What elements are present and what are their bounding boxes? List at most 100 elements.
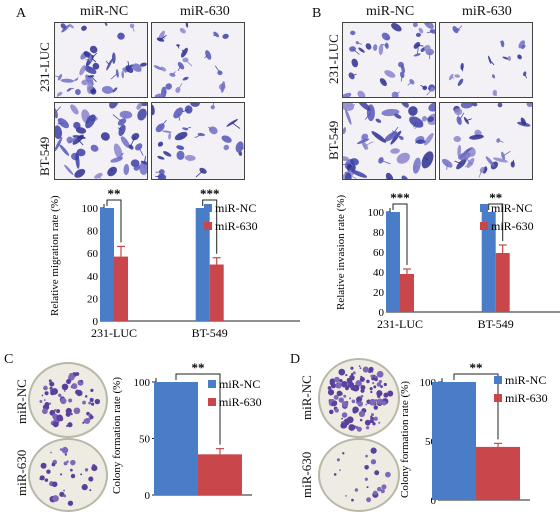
bar-mir-nc: [432, 382, 476, 500]
cell-mark: [413, 41, 421, 49]
colony-mark: [338, 368, 346, 376]
y-tick-label: 20: [87, 293, 99, 305]
cell-mark: [485, 156, 495, 167]
cell-mark: [235, 141, 244, 153]
colony-mark: [39, 400, 43, 403]
cell-process: [416, 48, 419, 55]
x-category-label: 231-LUC: [377, 317, 423, 331]
colony-dish-c-630: [28, 438, 108, 512]
cell-mark: [517, 54, 522, 60]
y-tick-label: 60: [373, 247, 385, 259]
cell-mark: [343, 156, 350, 162]
colony-mark: [41, 394, 44, 397]
colony-mark: [385, 471, 391, 478]
colony-mark: [350, 373, 354, 376]
cell-mark: [343, 127, 347, 134]
cell-process: [77, 139, 84, 146]
colony-mark: [73, 407, 81, 415]
colony-mark: [348, 424, 356, 431]
colony-mark: [352, 406, 359, 413]
cell-process: [87, 54, 97, 63]
colony-mark: [46, 469, 51, 474]
cell-process: [426, 89, 433, 96]
cell-process: [155, 175, 162, 178]
y-tick-label: 80: [87, 226, 99, 238]
cell-mark: [157, 173, 167, 179]
colony-mark: [370, 459, 377, 465]
cell-process: [180, 135, 183, 139]
chart-migration: 0 20 40 60 80 100 Relative migration rate (%) *…: [49, 186, 300, 340]
cell-mark: [457, 144, 462, 157]
legend-label-mir-nc: miR-NC: [215, 201, 256, 215]
cell-process: [90, 76, 97, 83]
chart-colony-c: 0 50 100 Colony formation rate (%) ** miR-NC m…: [111, 360, 262, 502]
cell-mark: [415, 32, 422, 37]
cell-mark: [220, 81, 226, 93]
significance-bracket: [106, 199, 122, 243]
cell-mark: [423, 44, 431, 52]
cell-mark: [60, 78, 74, 83]
colony-mark: [349, 397, 352, 400]
cell-process: [189, 157, 191, 162]
cell-process: [181, 49, 185, 53]
colony-mark: [345, 494, 347, 497]
cell-mark: [109, 103, 119, 109]
cell-process: [351, 73, 357, 77]
cell-mark: [357, 103, 371, 111]
colony-mark: [376, 382, 382, 387]
cell-process: [451, 76, 455, 79]
colony-mark: [369, 387, 373, 391]
colony-mark: [383, 382, 387, 387]
significance-bracket: [202, 199, 218, 254]
cell-mark: [343, 92, 352, 97]
cell-mark: [115, 69, 119, 78]
cell-process: [425, 23, 430, 25]
cell-process: [400, 74, 403, 82]
cell-mark: [469, 134, 484, 140]
row-label-231-luc: 231-LUC: [326, 34, 341, 84]
colony-mark: [356, 397, 361, 402]
colony-mark: [67, 422, 73, 428]
significance-marker: **: [192, 360, 205, 375]
colony-mark: [39, 478, 42, 480]
colony-dish-c-nc: [28, 362, 108, 438]
cell-process: [524, 73, 528, 79]
row-label-mir-nc: miR-NC: [299, 375, 314, 420]
cell-mark: [371, 131, 387, 143]
colony-mark: [376, 398, 383, 405]
cell-process: [172, 71, 176, 76]
cell-mark: [428, 103, 435, 112]
cell-mark: [140, 62, 147, 67]
cell-mark: [120, 136, 130, 148]
cell-process: [457, 25, 463, 30]
colony-mark: [91, 465, 98, 472]
cell-mark: [384, 70, 396, 78]
cell-mark: [113, 143, 123, 160]
cell-process: [489, 59, 495, 66]
colony-mark: [351, 399, 356, 404]
y-axis-label: Relative invasion rate (%): [335, 195, 347, 310]
panel-letter-c: C: [4, 352, 14, 367]
colony-mark: [366, 379, 370, 384]
micrograph-a-nc-bt549: [54, 102, 148, 180]
cell-process: [454, 160, 462, 165]
cell-process: [143, 155, 147, 163]
cell-process: [110, 73, 118, 80]
cell-mark: [79, 65, 86, 76]
colony-mark: [370, 390, 373, 394]
significance-bracket: [453, 373, 499, 440]
cell-process: [407, 81, 413, 86]
cell-mark: [452, 26, 459, 34]
colony-mark: [60, 397, 67, 405]
cell-mark: [180, 47, 188, 58]
bar-mir-630: [495, 253, 510, 312]
legend-swatch-mir-nc: [204, 204, 212, 212]
colony-mark: [341, 417, 344, 420]
cell-process: [213, 34, 217, 37]
colony-mark: [370, 413, 375, 417]
cell-mark: [160, 66, 167, 72]
colony-mark: [89, 397, 94, 402]
colony-mark: [66, 379, 72, 385]
bar-mir-630: [400, 274, 414, 312]
cell-mark: [182, 127, 189, 131]
